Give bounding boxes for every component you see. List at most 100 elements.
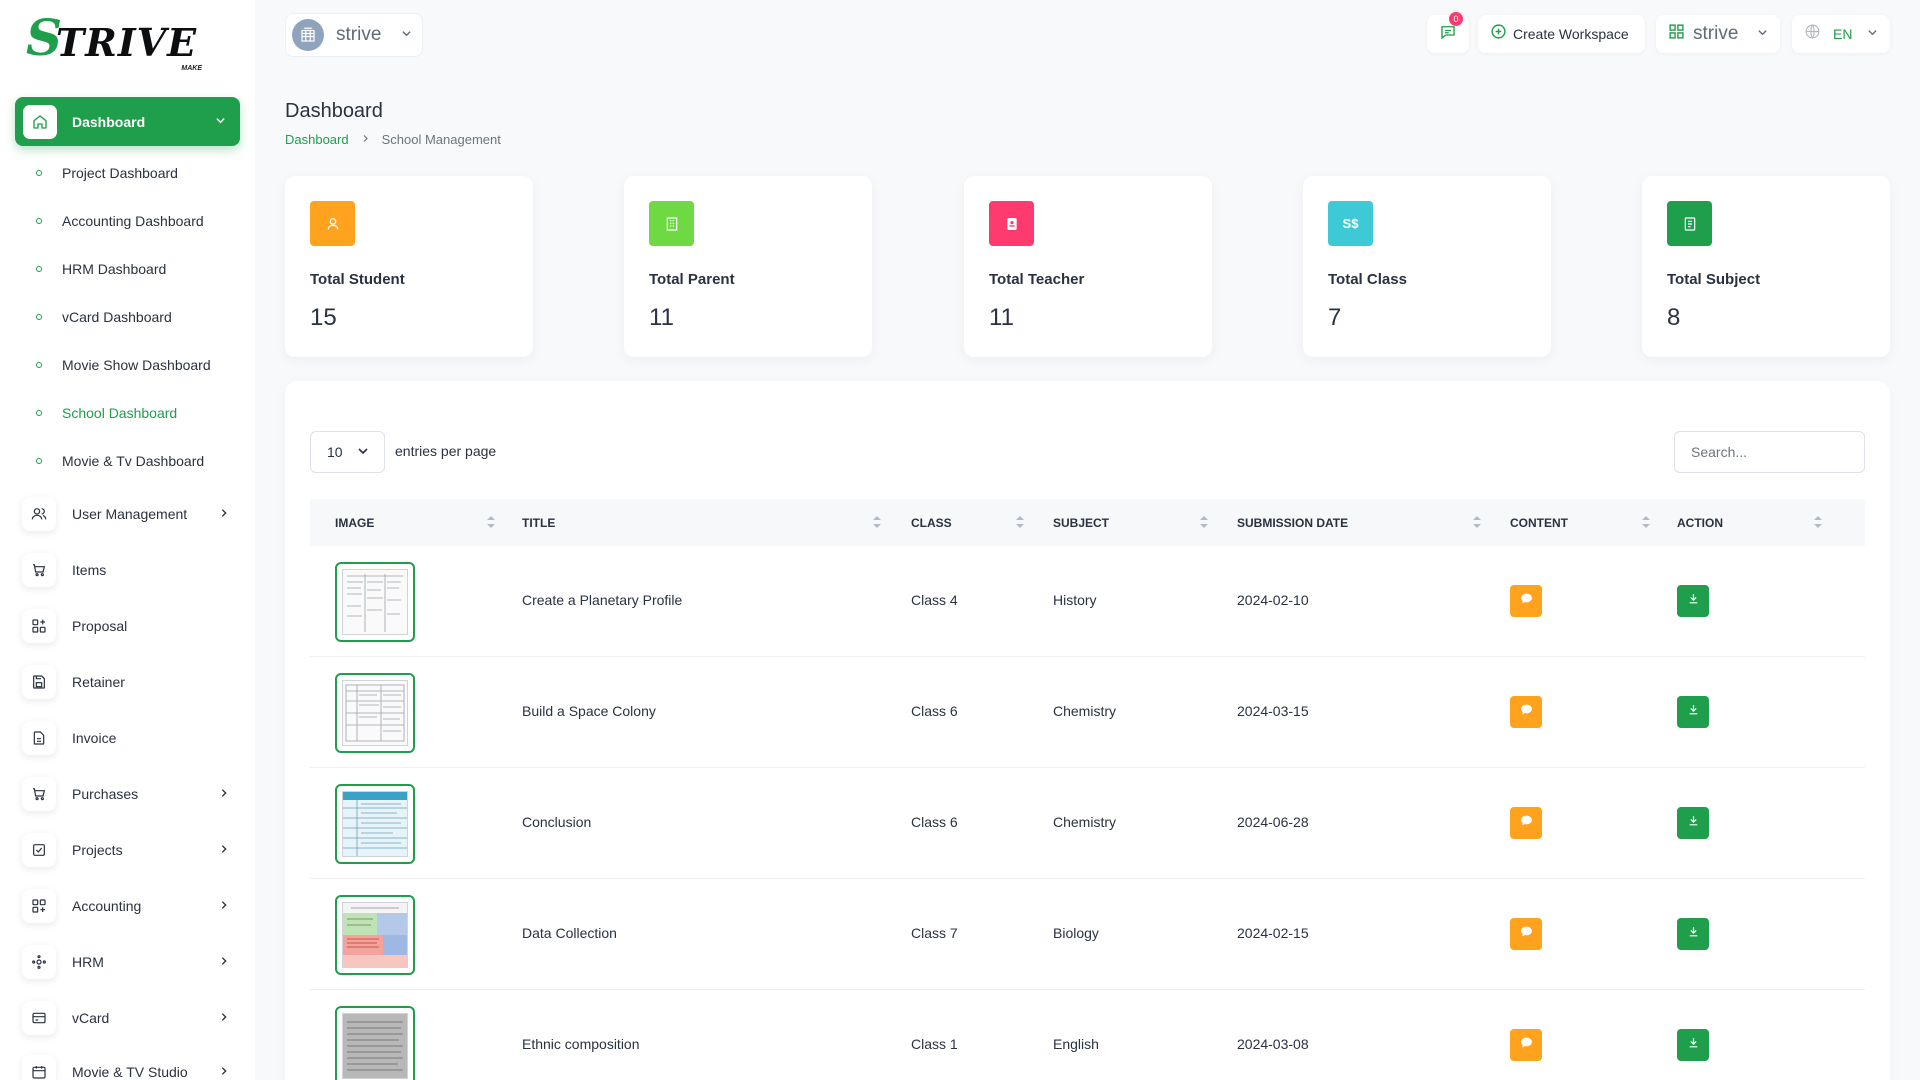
stat-value: 8 [1667, 304, 1681, 331]
sidebar-subitem-movie-tv-dashboard[interactable]: Movie & Tv Dashboard [36, 451, 204, 471]
submission-thumbnail[interactable] [335, 895, 415, 975]
sidebar-item-purchases[interactable]: Purchases [22, 775, 237, 813]
sidebar-item-accounting[interactable]: Accounting [22, 887, 237, 925]
stat-value: 7 [1328, 304, 1342, 331]
bullet-icon [36, 266, 42, 272]
row-title: Data Collection [522, 925, 617, 941]
sidebar-item-vcard[interactable]: vCard [22, 999, 237, 1037]
create-workspace-button[interactable]: Create Workspace [1478, 15, 1645, 53]
download-button[interactable] [1677, 585, 1709, 617]
stat-value: 11 [989, 304, 1014, 331]
sidebar-subitem-school-dashboard[interactable]: School Dashboard [36, 403, 177, 423]
save-icon [22, 665, 56, 699]
sort-icon[interactable] [1200, 516, 1208, 530]
stat-label: Total Subject [1667, 271, 1761, 288]
stat-value: 11 [649, 304, 674, 331]
column-header-image[interactable]: IMAGE [335, 515, 375, 530]
sort-icon[interactable] [1642, 516, 1650, 530]
column-header-title[interactable]: TITLE [522, 515, 556, 530]
submission-thumbnail[interactable] [335, 562, 415, 642]
sidebar-item-movie-tv-studio[interactable]: Movie & TV Studio [22, 1053, 237, 1080]
notifications-button[interactable]: 0 [1427, 12, 1469, 53]
sidebar-subitem-vcard-dashboard[interactable]: vCard Dashboard [36, 307, 172, 327]
sidebar-item-proposal[interactable]: Proposal [22, 607, 237, 645]
sidebar-item-label: Proposal [72, 618, 128, 634]
sort-icon[interactable] [873, 516, 881, 530]
breadcrumb-link-dashboard[interactable]: Dashboard [285, 132, 349, 147]
sidebar-subitem-hrm-dashboard[interactable]: HRM Dashboard [36, 259, 166, 279]
sidebar-subitem-movie-show-dashboard[interactable]: Movie Show Dashboard [36, 355, 211, 375]
comment-icon [1520, 814, 1533, 832]
row-title: Ethnic composition [522, 1036, 640, 1052]
file-icon [22, 721, 56, 755]
user-menu-button[interactable]: strive [1656, 15, 1780, 53]
download-button[interactable] [1677, 1029, 1709, 1061]
sidebar-subitem-accounting-dashboard[interactable]: Accounting Dashboard [36, 211, 204, 231]
breadcrumb: Dashboard School Management [285, 132, 501, 147]
column-header-content[interactable]: CONTENT [1510, 515, 1568, 530]
download-button[interactable] [1677, 918, 1709, 950]
sort-icon[interactable] [1016, 516, 1024, 530]
row-submission-date: 2024-03-08 [1237, 1036, 1309, 1052]
view-content-button[interactable] [1510, 585, 1542, 617]
sidebar-item-user-management[interactable]: User Management [22, 495, 237, 533]
view-content-button[interactable] [1510, 696, 1542, 728]
building-icon [649, 201, 694, 246]
column-header-action[interactable]: ACTION [1677, 515, 1723, 530]
breadcrumb-current: School Management [381, 132, 501, 147]
sidebar-item-label: vCard [72, 1010, 110, 1026]
sidebar-item-label: Accounting [72, 898, 142, 914]
submission-thumbnail[interactable] [335, 1006, 415, 1080]
row-title: Build a Space Colony [522, 703, 656, 719]
document-preview-image [342, 902, 408, 968]
sidebar-item-label: HRM [72, 954, 104, 970]
row-subject: History [1053, 592, 1097, 608]
column-header-subject[interactable]: SUBJECT [1053, 515, 1110, 530]
column-header-submission-date[interactable]: SUBMISSION DATE [1237, 515, 1349, 530]
sort-icon[interactable] [1473, 516, 1481, 530]
language-select[interactable]: EN [1792, 15, 1890, 53]
row-class: Class 4 [911, 592, 958, 608]
brand-logo[interactable]: S TRIVE MAKE [26, 8, 212, 72]
download-button[interactable] [1677, 696, 1709, 728]
id-card-icon [989, 201, 1034, 246]
view-content-button[interactable] [1510, 918, 1542, 950]
download-button[interactable] [1677, 807, 1709, 839]
sort-icon[interactable] [1814, 516, 1822, 530]
comment-icon [1520, 925, 1533, 943]
sidebar-item-retainer[interactable]: Retainer [22, 663, 237, 701]
sidebar-subitem-project-dashboard[interactable]: Project Dashboard [36, 163, 178, 183]
workspace-name: strive [336, 24, 382, 45]
stat-card-total-teacher: Total Teacher 11 [964, 176, 1212, 357]
sidebar-item-invoice[interactable]: Invoice [22, 719, 237, 757]
sidebar-item-projects[interactable]: Projects [22, 831, 237, 869]
workspace-select[interactable]: strive [285, 13, 423, 57]
sidebar-item-items[interactable]: Items [22, 551, 237, 589]
sidebar-subitem-label: Movie Show Dashboard [62, 357, 211, 373]
submission-thumbnail[interactable] [335, 784, 415, 864]
row-submission-date: 2024-02-10 [1237, 592, 1309, 608]
document-preview-image [342, 791, 408, 857]
comment-icon [1520, 592, 1533, 610]
row-title: Conclusion [522, 814, 592, 830]
row-subject: Biology [1053, 925, 1099, 941]
user-icon [310, 201, 355, 246]
table-row: Ethnic composition Class 1 English 2024-… [310, 990, 1865, 1080]
sidebar-item-label: Purchases [72, 786, 139, 802]
globe-icon [1804, 23, 1821, 45]
submission-thumbnail[interactable] [335, 673, 415, 753]
page-title: Dashboard [285, 100, 383, 122]
sidebar-item-hrm[interactable]: HRM [22, 943, 237, 981]
view-content-button[interactable] [1510, 807, 1542, 839]
download-icon [1687, 703, 1700, 721]
stat-label: Total Parent [649, 271, 735, 288]
sidebar-item-dashboard[interactable]: Dashboard [15, 97, 240, 146]
column-header-class[interactable]: CLASS [911, 515, 952, 530]
logo-subtext: MAKE [181, 65, 202, 72]
search-input[interactable] [1674, 431, 1865, 473]
entries-per-page-select[interactable]: 10 [310, 431, 385, 473]
view-content-button[interactable] [1510, 1029, 1542, 1061]
chevron-right-icon [219, 1065, 229, 1079]
comment-icon [1520, 1036, 1533, 1054]
sort-icon[interactable] [487, 516, 495, 530]
